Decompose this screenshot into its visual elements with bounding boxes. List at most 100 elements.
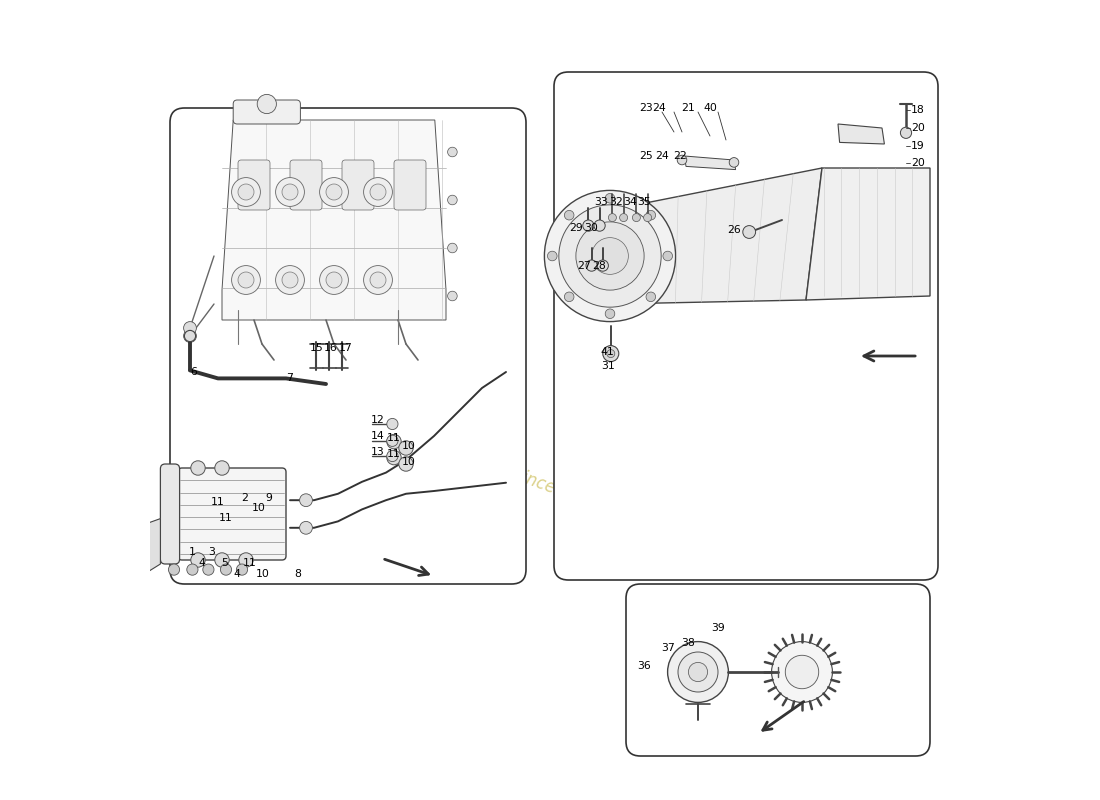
Circle shape [320, 266, 349, 294]
Text: 10: 10 [402, 457, 416, 466]
Text: 4: 4 [234, 569, 241, 578]
FancyBboxPatch shape [394, 160, 426, 210]
FancyBboxPatch shape [238, 160, 270, 210]
Circle shape [387, 434, 402, 449]
Circle shape [320, 178, 349, 206]
Circle shape [184, 330, 197, 342]
Circle shape [646, 210, 656, 220]
Circle shape [564, 210, 574, 220]
Circle shape [663, 251, 672, 261]
Text: 39: 39 [711, 623, 725, 633]
Text: 21: 21 [681, 103, 694, 113]
Text: 10: 10 [252, 503, 266, 513]
Circle shape [678, 652, 718, 692]
Text: 2: 2 [241, 494, 248, 503]
Text: 11: 11 [243, 558, 257, 568]
Circle shape [448, 147, 458, 157]
Circle shape [594, 220, 605, 231]
Text: 41: 41 [601, 347, 615, 357]
Circle shape [559, 205, 661, 307]
Circle shape [448, 243, 458, 253]
Circle shape [282, 272, 298, 288]
Text: 9: 9 [265, 494, 272, 503]
Circle shape [597, 260, 608, 271]
FancyBboxPatch shape [554, 72, 938, 580]
Text: 24: 24 [652, 103, 666, 113]
Text: 38: 38 [681, 638, 694, 648]
Circle shape [364, 266, 393, 294]
Circle shape [592, 238, 628, 274]
Text: 20: 20 [911, 158, 925, 168]
Text: 35: 35 [638, 197, 651, 206]
Circle shape [282, 184, 298, 200]
Circle shape [583, 220, 594, 231]
Circle shape [771, 642, 833, 702]
Circle shape [644, 214, 651, 222]
Text: 11: 11 [387, 434, 400, 443]
Circle shape [448, 291, 458, 301]
Circle shape [214, 461, 229, 475]
Circle shape [387, 435, 398, 446]
Circle shape [646, 292, 656, 302]
Polygon shape [806, 168, 930, 300]
FancyBboxPatch shape [290, 160, 322, 210]
Circle shape [299, 494, 312, 506]
FancyBboxPatch shape [161, 464, 179, 564]
Circle shape [238, 184, 254, 200]
Text: 29: 29 [570, 223, 583, 233]
Circle shape [448, 195, 458, 205]
Text: 7: 7 [287, 374, 294, 383]
Text: 30: 30 [584, 223, 597, 233]
Circle shape [689, 662, 707, 682]
Circle shape [364, 178, 393, 206]
Text: 16: 16 [323, 343, 338, 353]
Text: 13: 13 [371, 447, 385, 457]
Text: 36: 36 [637, 661, 650, 670]
Circle shape [232, 178, 261, 206]
FancyBboxPatch shape [342, 160, 374, 210]
Text: 11: 11 [387, 450, 400, 459]
Circle shape [276, 266, 305, 294]
Polygon shape [838, 124, 884, 144]
Circle shape [370, 272, 386, 288]
Circle shape [190, 461, 206, 475]
Text: 27: 27 [578, 261, 592, 270]
Circle shape [607, 350, 615, 358]
Text: 18: 18 [911, 106, 925, 115]
FancyBboxPatch shape [626, 584, 930, 756]
Circle shape [326, 184, 342, 200]
Circle shape [276, 178, 305, 206]
Circle shape [576, 222, 645, 290]
Circle shape [729, 158, 739, 167]
Polygon shape [649, 168, 822, 303]
Circle shape [236, 564, 248, 575]
Text: 19: 19 [911, 141, 925, 150]
Text: 40: 40 [703, 103, 717, 113]
Text: 8: 8 [295, 569, 301, 578]
Text: 5: 5 [221, 558, 228, 568]
Circle shape [220, 564, 232, 575]
Text: 22: 22 [673, 151, 686, 161]
Circle shape [387, 450, 398, 462]
FancyBboxPatch shape [233, 100, 300, 124]
Circle shape [632, 214, 640, 222]
Text: 14: 14 [371, 431, 385, 441]
Circle shape [214, 553, 229, 567]
Circle shape [678, 155, 686, 165]
Text: 1: 1 [189, 547, 196, 557]
Text: 3: 3 [208, 547, 214, 557]
Circle shape [370, 184, 386, 200]
Circle shape [184, 322, 197, 334]
Text: 33: 33 [594, 197, 608, 206]
Circle shape [586, 260, 597, 271]
Circle shape [326, 272, 342, 288]
Text: 11: 11 [219, 514, 233, 523]
Polygon shape [222, 120, 446, 320]
Circle shape [387, 450, 402, 465]
Circle shape [399, 441, 414, 455]
Text: 24: 24 [656, 151, 669, 161]
Circle shape [564, 292, 574, 302]
Circle shape [168, 564, 179, 575]
Circle shape [190, 553, 206, 567]
Text: 25: 25 [639, 151, 653, 161]
